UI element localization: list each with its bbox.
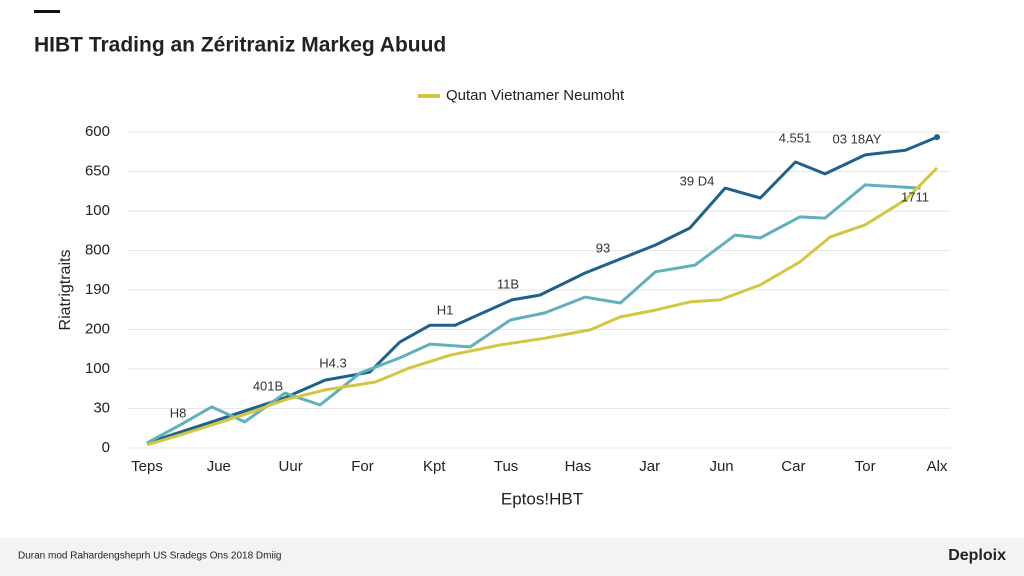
legend-label: Qutan Vietnamer Neumoht <box>446 87 625 104</box>
footer-bar <box>0 538 1024 576</box>
annotation: 11B <box>497 276 519 291</box>
series-line <box>146 135 938 445</box>
y-tick-label: 200 <box>85 320 110 337</box>
annotation: 03 18AY <box>833 131 882 146</box>
annotation: 93 <box>596 240 610 255</box>
x-tick-label: Tus <box>494 458 518 475</box>
x-tick-label: Jue <box>207 458 231 475</box>
end-point <box>934 134 940 141</box>
x-tick-label: Car <box>781 458 805 475</box>
x-tick-label: For <box>351 458 374 475</box>
y-tick-label: 0 <box>102 439 110 456</box>
x-tick-label: Kpt <box>423 458 446 475</box>
brand: Deploix <box>948 547 1006 564</box>
x-tick-label: Has <box>565 458 592 475</box>
y-tick-label: 650 <box>85 162 110 179</box>
annotation: 4.551 <box>779 130 812 145</box>
annotation: 1711 <box>901 189 929 204</box>
footer-text: Duran mod Rahardengsheprh US Sradegs Ons… <box>18 551 281 562</box>
annotation: 401B <box>253 378 283 393</box>
x-tick-label: Jar <box>639 458 660 475</box>
top-bar <box>34 10 60 13</box>
x-tick-label: Uur <box>279 458 303 475</box>
x-axis-label: Eptos!HBT <box>501 489 583 508</box>
chart-title: HIBT Trading an Zéritraniz Markeg Abuud <box>34 34 446 57</box>
y-axis-label: Riatrigtraits <box>57 250 74 331</box>
x-tick-label: Alx <box>927 458 948 475</box>
y-tick-label: 800 <box>85 241 110 258</box>
annotation: H8 <box>170 405 187 420</box>
x-tick-label: Jun <box>709 458 733 475</box>
y-tick-label: 30 <box>93 399 110 416</box>
x-tick-label: Teps <box>131 458 163 475</box>
series-line <box>146 166 939 447</box>
annotation: 39 D4 <box>680 173 715 188</box>
y-tick-label: 600 <box>85 123 110 140</box>
y-tick-label: 100 <box>85 202 110 219</box>
annotation: H4.3 <box>319 355 346 370</box>
y-tick-label: 190 <box>85 281 110 298</box>
annotation: H1 <box>437 302 454 317</box>
x-tick-label: Tor <box>855 458 876 475</box>
y-tick-label: 100 <box>85 360 110 377</box>
